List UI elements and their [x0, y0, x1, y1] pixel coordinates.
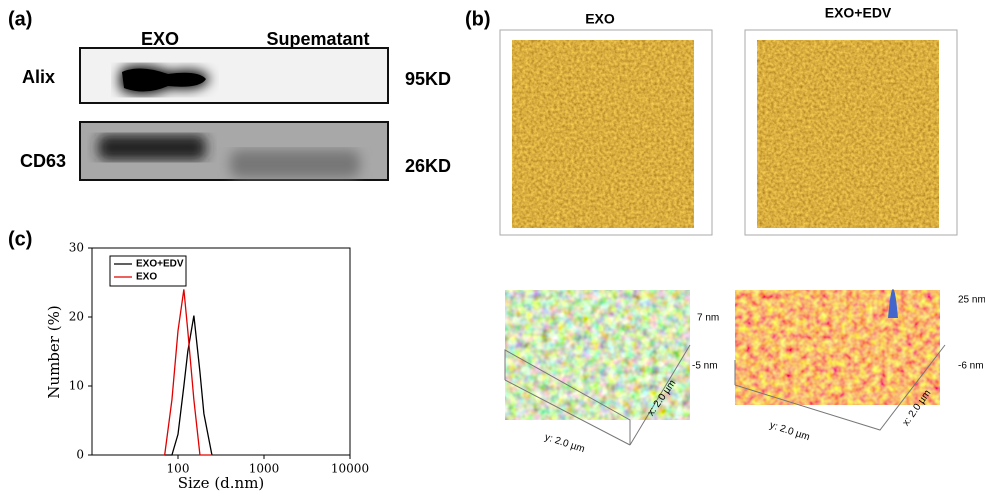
- data-line: [165, 289, 212, 455]
- x-axis-title: Size (d.nm): [178, 474, 265, 492]
- panel-label: (c): [8, 228, 32, 250]
- column-label: Supematant: [266, 29, 369, 49]
- x-tick-label: 100: [167, 462, 190, 476]
- afm-image: [512, 40, 694, 228]
- blot-band: [230, 150, 360, 178]
- panel-label: (a): [8, 8, 32, 30]
- legend-label: EXO: [136, 272, 157, 283]
- row-label: Alix: [22, 67, 55, 87]
- y-axis-label: y: 2.0 µm: [543, 432, 586, 455]
- figure: (a) EXO Supematant Alix CD63 95KD 26KD (…: [0, 0, 985, 494]
- band-size: 26KD: [405, 156, 451, 176]
- column-label: EXO: [141, 29, 179, 49]
- row-label: CD63: [20, 151, 66, 171]
- z-min: -5 nm: [692, 361, 718, 372]
- image-title: EXO+EDV: [825, 5, 892, 21]
- image-title: EXO: [585, 11, 615, 27]
- afm-image: [757, 40, 939, 228]
- y-tick-label: 0: [76, 448, 84, 462]
- y-tick-label: 20: [69, 310, 84, 324]
- z-max: 7 nm: [697, 313, 719, 324]
- z-min: -6 nm: [958, 361, 984, 372]
- afm-3d-surface: [735, 290, 940, 405]
- legend-label: EXO+EDV: [136, 259, 184, 270]
- y-axis-label: y: 2.0 µm: [768, 420, 811, 443]
- afm-3d-peak: [888, 289, 898, 318]
- blot-band: [98, 135, 206, 160]
- page: (a) EXO Supematant Alix CD63 95KD 26KD (…: [0, 0, 985, 499]
- y-tick-label: 30: [69, 241, 84, 255]
- panel-label: (b): [465, 8, 491, 30]
- y-axis-title: Number (%): [45, 305, 63, 398]
- x-tick-label: 1000: [249, 462, 280, 476]
- x-tick-label: 10000: [331, 462, 369, 476]
- y-tick-label: 10: [69, 379, 84, 393]
- x-axis-label: x: 2.0 µm: [901, 388, 934, 428]
- band-size: 95KD: [405, 69, 451, 89]
- z-max: 25 nm: [958, 295, 985, 306]
